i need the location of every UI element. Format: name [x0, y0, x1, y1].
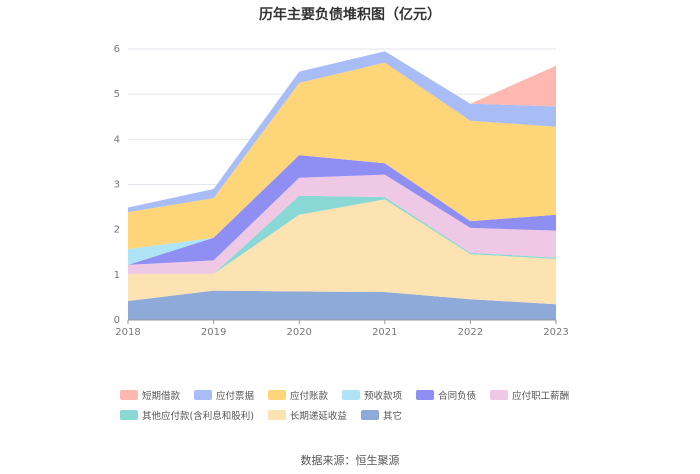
y-tick-label: 2: [114, 225, 120, 236]
legend-swatch: [267, 410, 286, 420]
area-应付账款: [128, 62, 556, 250]
legend-item[interactable]: 其它: [360, 408, 402, 422]
area-应付票据: [128, 51, 556, 213]
legend-swatch: [416, 390, 435, 400]
y-tick-label: 1: [114, 270, 120, 281]
legend-item[interactable]: 应付票据: [194, 388, 254, 402]
y-tick-label: 6: [114, 44, 120, 55]
legend-item[interactable]: 应付职工薪酬: [490, 388, 569, 402]
x-tick-label: 2019: [201, 327, 226, 338]
legend-item[interactable]: 长期递延收益: [267, 408, 347, 422]
legend-label: 应付账款: [290, 391, 329, 402]
legend-label: 其他应付款(含利息和股利): [142, 411, 254, 422]
legend-label: 合同负债: [438, 391, 477, 402]
legend-swatch: [342, 390, 361, 400]
x-tick-label: 2021: [372, 327, 397, 338]
chart-title: 历年主要负债堆积图（亿元）: [259, 7, 441, 23]
legend-label: 其它: [382, 411, 402, 422]
legend-swatch: [360, 410, 379, 420]
data-source: 数据来源：恒生聚源: [300, 454, 400, 467]
legend-item[interactable]: 应付账款: [268, 388, 328, 402]
area-长期递延收益: [128, 199, 556, 305]
legend-item[interactable]: 其他应付款(含利息和股利): [120, 408, 254, 422]
legend-label: 应付票据: [216, 391, 255, 402]
area-合同负债: [128, 155, 556, 265]
legend-swatch: [120, 410, 138, 420]
legend-swatch: [194, 390, 213, 400]
legend-item[interactable]: 预收款项: [342, 388, 402, 402]
legend: 短期借款 应付票据 应付账款 预收款项 合同负债 应付职工薪酬其他应付款(含利息和股利) 长…: [120, 388, 590, 422]
x-tick-label: 2020: [286, 327, 311, 338]
legend-item[interactable]: 合同负债: [416, 388, 476, 402]
legend-item[interactable]: 短期借款: [120, 388, 180, 402]
x-tick-label: 2018: [115, 327, 140, 338]
area-其它: [128, 290, 556, 320]
legend-label: 短期借款: [142, 391, 181, 402]
x-tick-label: 2022: [458, 327, 483, 338]
legend-label: 长期递延收益: [289, 411, 347, 422]
area-series: [128, 51, 556, 320]
legend-label: 预收款项: [364, 391, 403, 402]
legend-swatch: [120, 390, 138, 400]
y-tick-label: 3: [114, 180, 120, 191]
axes: 0 1 2 3 4 5 6 2018 2019 2020 2021 2022 2023: [114, 44, 569, 338]
legend-swatch: [268, 390, 287, 400]
y-tick-label: 0: [114, 315, 120, 326]
area-应付职工薪酬: [128, 174, 556, 274]
legend-swatch: [490, 390, 509, 400]
y-tick-label: 5: [114, 89, 120, 100]
y-tick-label: 4: [114, 134, 120, 145]
x-tick-label: 2023: [543, 327, 568, 338]
legend-label: 应付职工薪酬: [512, 391, 570, 402]
